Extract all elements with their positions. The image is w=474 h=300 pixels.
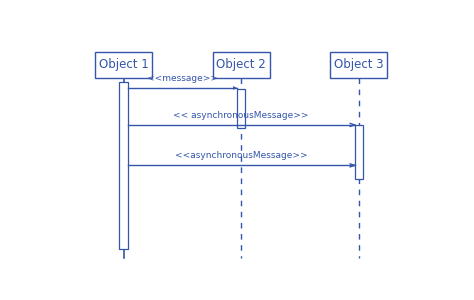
Bar	[213, 52, 270, 78]
Text: << asynchronousMessage>>: << asynchronousMessage>>	[173, 111, 309, 120]
Text: <<asynchronousMessage>>: <<asynchronousMessage>>	[175, 151, 308, 160]
Bar	[355, 125, 363, 179]
Text: Object 1: Object 1	[99, 58, 148, 71]
Text: Object 2: Object 2	[216, 58, 266, 71]
Text: <<message>>: <<message>>	[147, 74, 218, 83]
Bar	[237, 89, 245, 128]
Text: Object 3: Object 3	[334, 58, 383, 71]
Bar	[95, 52, 152, 78]
Bar	[119, 82, 128, 248]
Bar	[330, 52, 387, 78]
